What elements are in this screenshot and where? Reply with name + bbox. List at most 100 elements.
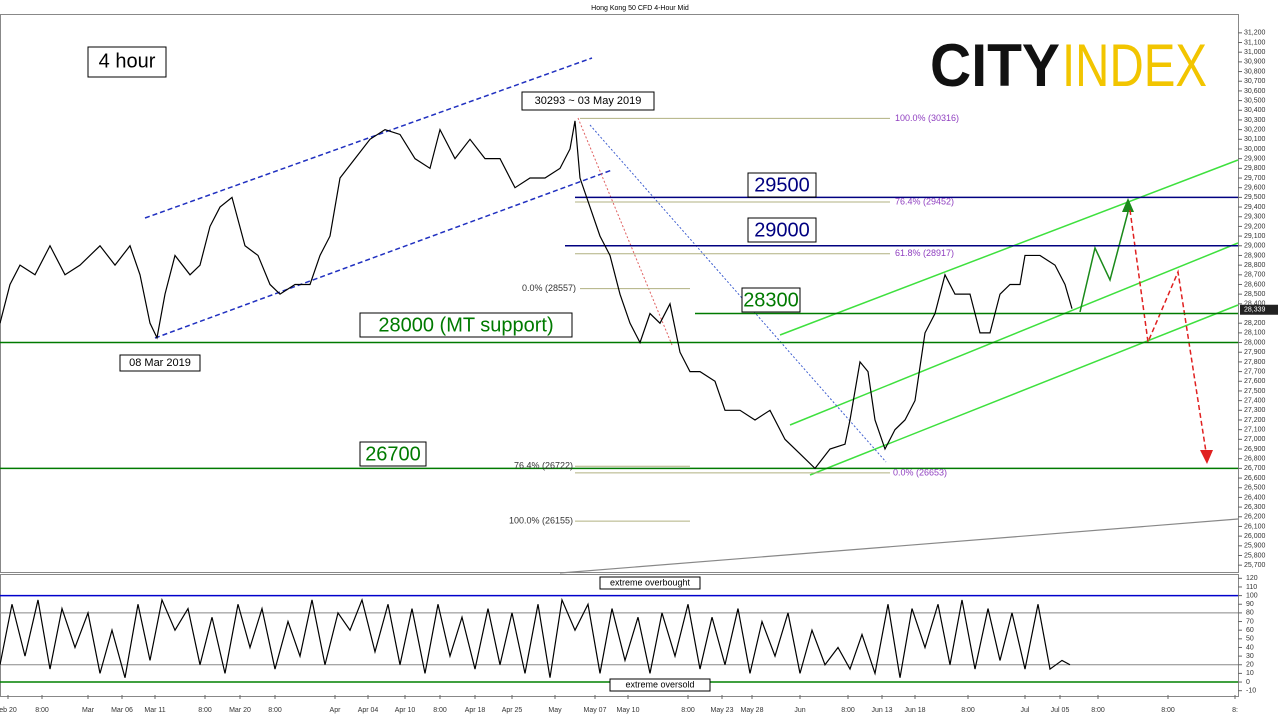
y-tick-label: 27,900: [1244, 349, 1266, 356]
osc-tick-label: 0: [1246, 679, 1250, 686]
y-tick-label: 30,900: [1244, 59, 1266, 66]
y-tick-label: 30,600: [1244, 88, 1266, 95]
red-dotted: [577, 117, 673, 346]
x-tick-label: 8:00: [268, 707, 282, 714]
y-tick-label: 31,000: [1244, 49, 1266, 56]
level-label: 28300: [743, 289, 799, 311]
y-tick-label: 29,000: [1244, 243, 1266, 250]
level-box: [747, 172, 817, 198]
channel-top: [144, 57, 593, 219]
osc-tick-label: 110: [1246, 584, 1257, 591]
y-tick-label: 27,000: [1244, 436, 1266, 443]
x-tick-label: May 28: [741, 707, 764, 714]
osc-panel: [0, 574, 1239, 697]
logo-index: INDEX: [1062, 32, 1207, 99]
green-channel: [789, 242, 1239, 426]
fib-label: 100.0% (30316): [895, 113, 959, 123]
osc-tick-label: 50: [1246, 636, 1254, 643]
y-tick-label: 30,700: [1244, 78, 1266, 85]
channel-bottom: [154, 169, 613, 339]
y-tick-label: 30,500: [1244, 97, 1266, 104]
fib-label: 76.4% (26722): [514, 461, 573, 471]
osc-tick-label: 80: [1246, 610, 1254, 617]
x-tick-label: Mar: [82, 707, 95, 714]
y-tick-label: 28,500: [1244, 291, 1266, 298]
x-tick-label: 8:: [1232, 707, 1238, 714]
x-tick-label: 8:00: [35, 707, 49, 714]
y-tick-label: 30,100: [1244, 136, 1266, 143]
y-tick-label: 30,200: [1244, 126, 1266, 133]
y-tick-label: 29,400: [1244, 204, 1266, 211]
x-tick-label: Apr 18: [465, 707, 486, 714]
y-tick-label: 30,800: [1244, 68, 1266, 75]
osc-tick-label: 100: [1246, 592, 1258, 599]
fib-label: 61.8% (28917): [895, 248, 954, 258]
timeframe: 4 hour: [99, 50, 156, 72]
annotation-box: [521, 91, 655, 111]
x-tick-label: Mar 20: [229, 707, 251, 714]
y-tick-label: 26,300: [1244, 504, 1266, 511]
y-tick-label: 27,700: [1244, 368, 1266, 375]
y-tick-label: 26,000: [1244, 533, 1266, 540]
x-tick-label: Jun 18: [904, 707, 925, 714]
y-tick-label: 28,100: [1244, 330, 1266, 337]
osc-tick-label: 10: [1246, 670, 1254, 677]
x-tick-label: 8:00: [1091, 707, 1105, 714]
x-tick-label: May: [548, 707, 562, 714]
y-tick-label: 27,300: [1244, 407, 1266, 414]
y-tick-label: 26,500: [1244, 485, 1266, 492]
y-tick-label: 26,800: [1244, 456, 1266, 463]
x-tick-label: Jul 05: [1051, 707, 1070, 714]
x-tick-label: May 10: [617, 707, 640, 714]
trendlines: [144, 57, 1239, 574]
logo-city: CITY: [930, 32, 1060, 99]
x-tick-label: eb 20: [0, 707, 17, 714]
y-tick-label: 26,400: [1244, 494, 1266, 501]
osc-tick-label: 70: [1246, 618, 1254, 625]
y-tick-label: 27,600: [1244, 378, 1266, 385]
level-box: [741, 287, 801, 313]
y-tick-label: 28,900: [1244, 252, 1266, 259]
y-tick-label: 29,800: [1244, 165, 1266, 172]
chart-title: Hong Kong 50 CFD 4-Hour Mid: [591, 5, 689, 12]
osc-tick-label: -10: [1246, 688, 1256, 695]
last-price-tag: [1240, 304, 1278, 315]
price-line: [0, 120, 1073, 470]
y-tick-label: 26,600: [1244, 475, 1266, 482]
bear-projection: [1129, 209, 1207, 453]
x-tick-label: 8:00: [198, 707, 212, 714]
fib-label: 0.0% (28557): [522, 283, 576, 293]
bull-arrow: [1122, 198, 1134, 212]
y-tick-label: 29,600: [1244, 185, 1266, 192]
y-tick-label: 27,100: [1244, 427, 1266, 434]
price-panel: [0, 14, 1239, 573]
y-tick-label: 27,400: [1244, 397, 1266, 404]
osc-level-box: [599, 576, 701, 590]
x-tick-label: 8:00: [433, 707, 447, 714]
osc-line: [0, 597, 1071, 678]
y-tick-label: 31,100: [1244, 39, 1266, 46]
annotation: 08 Mar 2019: [129, 357, 191, 369]
osc-tick-label: 120: [1246, 575, 1258, 582]
y-tick-label: 25,800: [1244, 552, 1266, 559]
y-tick-label: 25,900: [1244, 543, 1266, 550]
green-channel: [809, 304, 1239, 476]
green-channel: [779, 159, 1239, 336]
y-tick-label: 28,600: [1244, 281, 1266, 288]
y-tick-label: 28,000: [1244, 339, 1266, 346]
x-tick-label: Apr 04: [358, 707, 379, 714]
y-tick-label: 28,200: [1244, 320, 1266, 327]
x-tick-label: 8:00: [681, 707, 695, 714]
osc-tick-label: 60: [1246, 627, 1254, 634]
fib-label: 0.0% (26653): [893, 467, 947, 477]
blue-dotted: [589, 124, 887, 463]
level-label: 29000: [754, 219, 810, 241]
y-tick-label: 29,900: [1244, 156, 1266, 163]
osc-tick-label: 20: [1246, 662, 1254, 669]
y-tick-label: 25,700: [1244, 562, 1266, 569]
bear-arrow: [1200, 450, 1213, 464]
level-box: [747, 217, 817, 243]
osc-level-label: extreme overbought: [610, 577, 691, 587]
